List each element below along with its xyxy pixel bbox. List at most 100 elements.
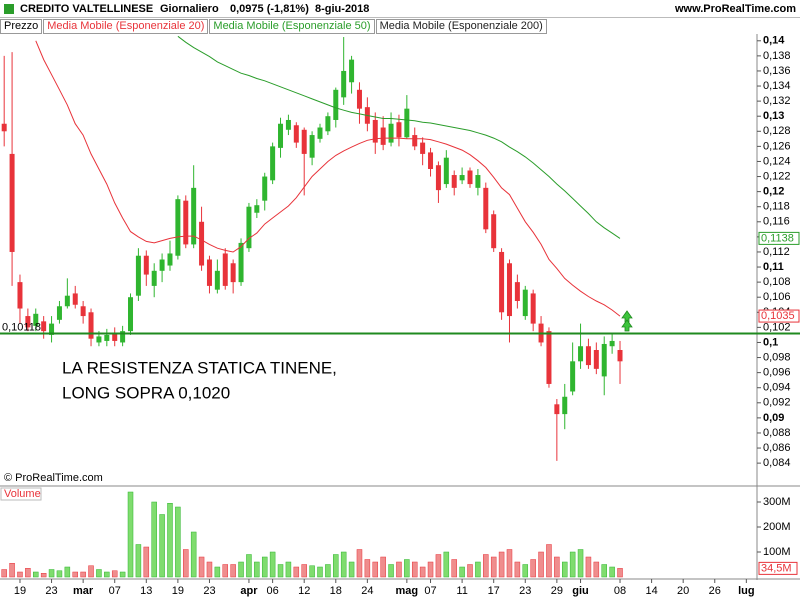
volume-bar bbox=[483, 554, 489, 578]
candle-body bbox=[467, 170, 473, 185]
volume-bar bbox=[561, 561, 568, 578]
volume-bar bbox=[325, 564, 331, 578]
x-tick-label: 12 bbox=[298, 585, 310, 597]
volume-bar bbox=[88, 565, 94, 578]
volume-label: Volume bbox=[4, 488, 41, 500]
candle-body bbox=[483, 187, 489, 230]
y-tick-label: 0,088 bbox=[763, 427, 791, 439]
y-tick-label: 0,1 bbox=[763, 336, 778, 348]
x-tick-label: 06 bbox=[266, 585, 278, 597]
date: 8-giu-2018 bbox=[315, 3, 370, 15]
candle-body bbox=[262, 176, 268, 201]
volume-value-label: 34,5M bbox=[761, 562, 792, 574]
volume-bar bbox=[230, 564, 236, 578]
x-tick-label: 23 bbox=[45, 585, 57, 597]
candle-body bbox=[151, 270, 157, 286]
candle-body bbox=[159, 259, 165, 271]
x-tick-label: lug bbox=[738, 585, 755, 597]
volume-bar bbox=[546, 544, 552, 578]
candle-body bbox=[341, 70, 347, 98]
volume-bar bbox=[396, 561, 402, 578]
volume-bar bbox=[309, 565, 315, 578]
x-tick-label: 08 bbox=[614, 585, 626, 597]
candle-body bbox=[499, 251, 505, 313]
candle-body bbox=[104, 334, 110, 341]
volume-bar bbox=[554, 556, 560, 578]
volume-bar bbox=[301, 564, 307, 578]
volume-bar bbox=[427, 561, 434, 578]
volume-bar bbox=[293, 566, 300, 578]
volume-bar bbox=[277, 564, 284, 578]
candle-body bbox=[585, 346, 591, 366]
volume-bar bbox=[17, 571, 23, 578]
volume-bar bbox=[96, 569, 102, 578]
x-tick-label: 19 bbox=[172, 585, 184, 597]
price-panel bbox=[1, 35, 623, 461]
candle-body bbox=[562, 396, 568, 415]
volume-bar bbox=[356, 549, 363, 578]
candle-body bbox=[593, 350, 599, 369]
y-tick-label: 0,138 bbox=[763, 50, 791, 62]
y-tick-label: 0,136 bbox=[763, 65, 791, 77]
candle-body bbox=[96, 336, 102, 343]
candle-body bbox=[49, 323, 55, 335]
candle-body bbox=[356, 89, 362, 109]
candle-body bbox=[64, 295, 70, 307]
candle-body bbox=[9, 153, 15, 252]
volume-bar bbox=[459, 566, 465, 578]
volume-bar bbox=[48, 569, 55, 578]
x-tick-label: 29 bbox=[551, 585, 563, 597]
x-tick-label: 17 bbox=[488, 585, 500, 597]
x-tick-label: 23 bbox=[519, 585, 531, 597]
volume-bar bbox=[443, 551, 450, 578]
candle-body bbox=[325, 116, 331, 132]
annotation: LONG SOPRA 0,1020 bbox=[62, 383, 230, 402]
volume-bar bbox=[9, 563, 15, 578]
instrument-title: CREDITO VALTELLINESE bbox=[20, 3, 154, 15]
annotation: LA RESISTENZA STATICA TINENE, bbox=[62, 358, 337, 377]
volume-bar bbox=[190, 531, 197, 578]
legend: Prezzo Media Mobile (Esponenziale 20) Me… bbox=[0, 19, 548, 34]
volume-bar bbox=[585, 556, 592, 578]
candle-body bbox=[112, 333, 118, 341]
candle-body bbox=[1, 123, 7, 132]
header-bar: CREDITO VALTELLINESE Giornaliero 0,0975 … bbox=[0, 0, 800, 18]
candle-body bbox=[80, 306, 86, 317]
candle-body bbox=[617, 350, 623, 362]
copyright: © ProRealTime.com bbox=[4, 472, 103, 484]
volume-bar bbox=[56, 570, 63, 578]
volume-bar bbox=[506, 549, 513, 578]
x-tick-label: 23 bbox=[203, 585, 215, 597]
volume-bar bbox=[577, 549, 584, 578]
y-tick-label: 0,124 bbox=[763, 155, 791, 167]
candle-body bbox=[128, 297, 134, 332]
candle-body bbox=[25, 316, 31, 328]
volume-bar bbox=[514, 561, 521, 578]
candle-body bbox=[380, 127, 386, 145]
volume-bar bbox=[317, 566, 323, 578]
candle-body bbox=[72, 293, 78, 305]
volume-tick-label: 300M bbox=[763, 496, 791, 508]
volume-bar bbox=[119, 571, 126, 578]
volume-bar bbox=[601, 564, 607, 578]
volume-bar bbox=[214, 566, 221, 578]
volume-tick-label: 100M bbox=[763, 546, 791, 558]
candle-body bbox=[214, 270, 220, 290]
header-icon bbox=[4, 4, 14, 14]
candle-body bbox=[609, 340, 615, 347]
candle-body bbox=[396, 122, 402, 138]
volume-bar bbox=[40, 573, 47, 578]
y-tick-label: 0,108 bbox=[763, 276, 791, 288]
candle-body bbox=[372, 119, 378, 143]
candle-body bbox=[183, 200, 189, 245]
y-tick-label: 0,132 bbox=[763, 95, 791, 107]
ma-value-tag bbox=[758, 309, 800, 323]
candle-body bbox=[278, 123, 284, 148]
candle-body bbox=[285, 119, 291, 130]
x-tick-label: 14 bbox=[645, 585, 657, 597]
y-tick-label: 0,098 bbox=[763, 351, 791, 363]
x-tick-label: mar bbox=[73, 585, 94, 597]
y-tick-label: 0,086 bbox=[763, 442, 791, 454]
volume-bar bbox=[285, 561, 292, 578]
